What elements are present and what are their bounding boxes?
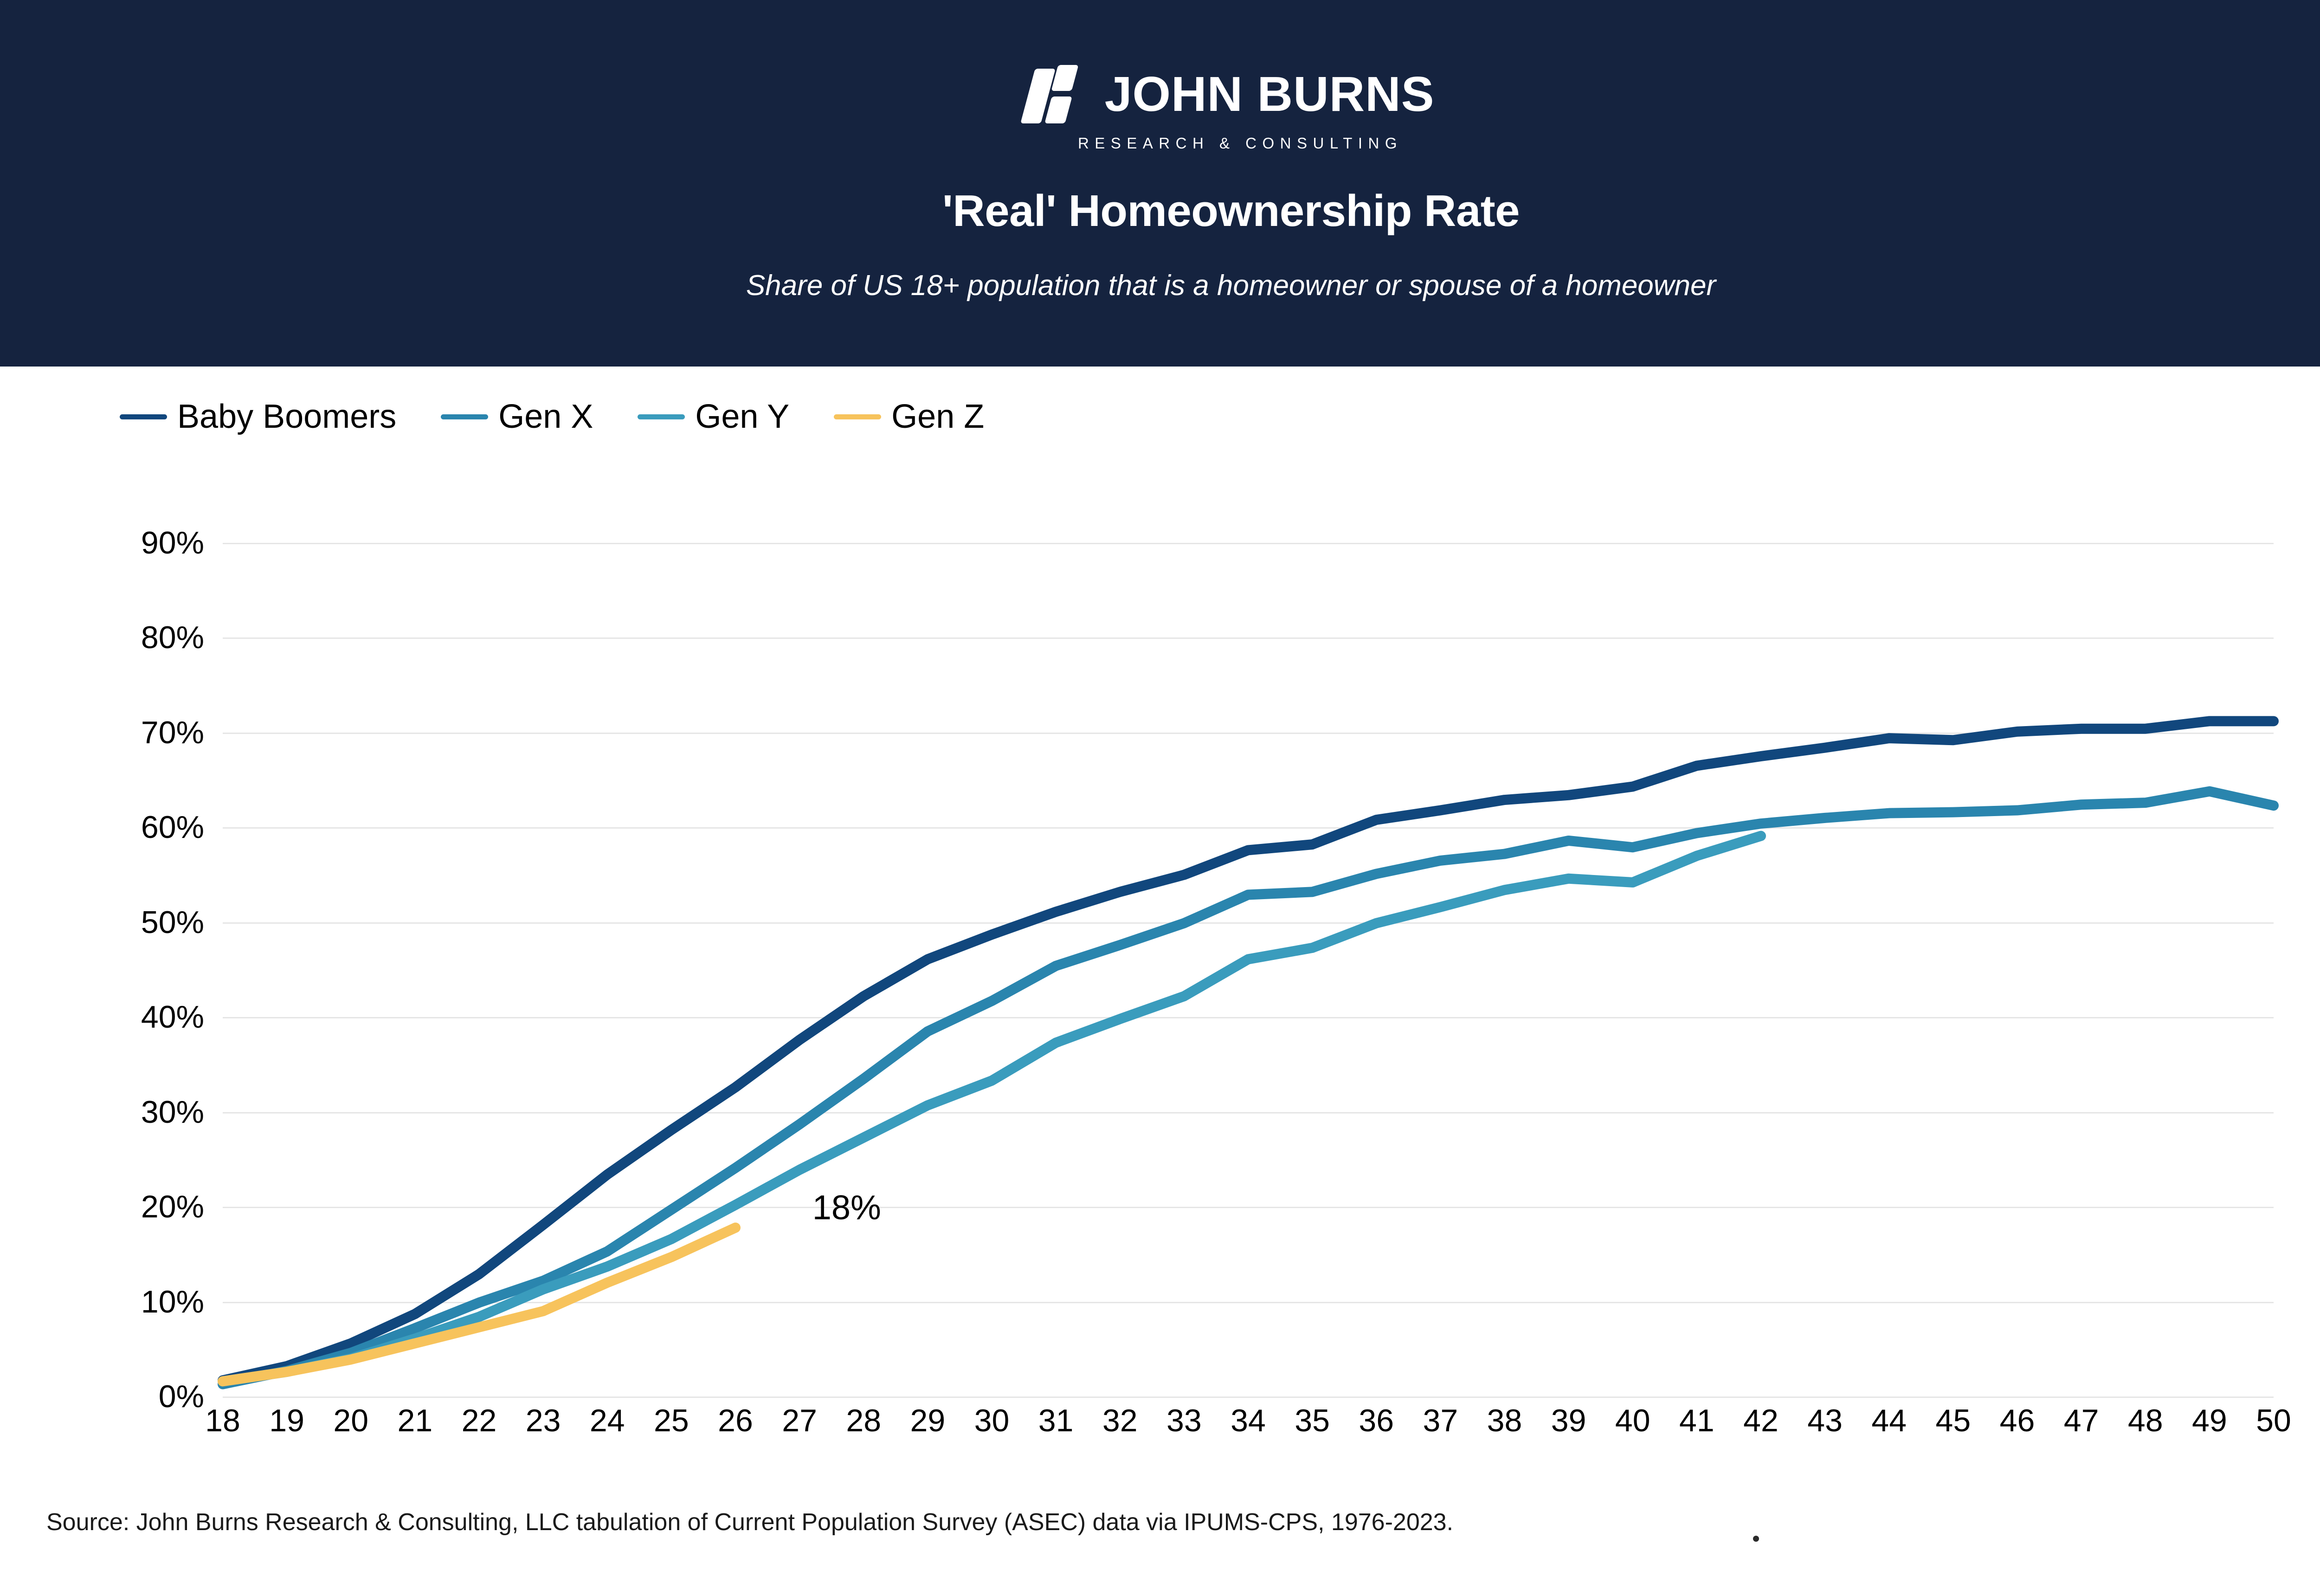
brand-logo: JOHN BURNS RESEARCH & CONSULTING [0, 65, 2320, 152]
x-axis-tick-label: 29 [910, 1403, 946, 1438]
legend-swatch-icon [638, 414, 685, 419]
gridline [223, 1396, 2274, 1398]
y-axis-labels: 0% 10% 20% 30% 40% 50% 60% 70% 80% 90% [74, 527, 204, 1412]
gridline [223, 1301, 2274, 1303]
x-axis-tick-label: 22 [461, 1403, 497, 1438]
chart-container: 0% 10% 20% 30% 40% 50% 60% 70% 80% 90% 18% 18 19 20… [0, 455, 2320, 1443]
line-series-gen-y [218, 830, 1766, 1387]
gridline [223, 922, 2274, 924]
plot-area: 18% [218, 543, 2279, 1398]
x-axis-tick-label: 43 [1807, 1403, 1843, 1438]
x-axis-tick-label: 46 [1999, 1403, 2035, 1438]
x-axis-tick-label: 23 [525, 1403, 561, 1438]
line-series-gen-x [218, 786, 2279, 1390]
gridline [223, 637, 2274, 639]
x-axis-tick-label: 25 [654, 1403, 689, 1438]
page-subtitle: Share of US 18+ population that is a hom… [746, 270, 1716, 302]
x-axis-tick-label: 21 [397, 1403, 433, 1438]
x-axis-tick-label: 47 [2063, 1403, 2099, 1438]
legend-item-gen-z[interactable]: Gen Z [834, 400, 984, 433]
x-axis-tick-label: 33 [1166, 1403, 1202, 1438]
gridline [223, 1207, 2274, 1209]
x-axis-tick-label: 41 [1679, 1403, 1714, 1438]
legend-label: Gen X [498, 398, 593, 435]
legend-label: Gen Y [695, 398, 790, 435]
y-axis-tick-label: 90% [141, 525, 204, 560]
x-axis-tick-label: 26 [718, 1403, 753, 1438]
legend-item-gen-x[interactable]: Gen X [441, 400, 593, 433]
x-axis-tick-label: 27 [782, 1403, 817, 1438]
page-title: 'Real' Homeownership Rate [942, 186, 1520, 236]
x-axis-tick-label: 44 [1871, 1403, 1907, 1438]
x-axis-tick-label: 35 [1295, 1403, 1330, 1438]
line-series-baby-boomers [218, 716, 2279, 1386]
data-label-annotation: 18% [812, 1188, 881, 1227]
x-axis-tick-label: 28 [846, 1403, 882, 1438]
gridline [223, 1112, 2274, 1113]
y-axis-tick-label: 50% [141, 904, 204, 940]
x-axis-tick-label: 24 [589, 1403, 625, 1438]
y-axis-tick-label: 40% [141, 999, 204, 1035]
x-axis-tick-label: 48 [2127, 1403, 2163, 1438]
x-axis-tick-label: 40 [1615, 1403, 1650, 1438]
x-axis-tick-label: 38 [1487, 1403, 1522, 1438]
x-axis-labels: 18 19 20 21 22 23 24 25 26 27 28 29 30 31 32 33 34 35 36 37… [205, 1403, 2291, 1456]
legend-item-baby-boomers[interactable]: Baby Boomers [120, 400, 396, 433]
y-axis-tick-label: 60% [141, 810, 204, 845]
legend-swatch-icon [120, 414, 167, 419]
header-banner: JOHN BURNS RESEARCH & CONSULTING 'Real' … [0, 0, 2320, 367]
gridline [223, 732, 2274, 734]
logo-shape-bottom-right [1044, 97, 1072, 123]
legend-swatch-icon [834, 414, 882, 419]
logo-wordmark: JOHN BURNS [1104, 67, 1435, 122]
logo-row: JOHN BURNS [1020, 65, 1435, 123]
legend-label: Baby Boomers [177, 398, 397, 435]
y-axis-tick-label: 30% [141, 1094, 204, 1130]
x-axis-tick-label: 39 [1551, 1403, 1586, 1438]
source-note: Source: John Burns Research & Consulting… [46, 1509, 1454, 1536]
gridline [223, 1017, 2274, 1019]
x-axis-tick-label: 20 [333, 1403, 369, 1438]
gridline [223, 543, 2274, 544]
x-axis-tick-label: 32 [1102, 1403, 1138, 1438]
line-series-gen-z [218, 1223, 741, 1387]
logo-tagline: RESEARCH & CONSULTING [1077, 135, 1403, 152]
x-axis-tick-label: 50 [2256, 1403, 2291, 1438]
x-axis-tick-label: 49 [2192, 1403, 2227, 1438]
chart-legend: Baby Boomers Gen X Gen Y Gen Z [120, 400, 1029, 433]
x-axis-tick-label: 37 [1423, 1403, 1458, 1438]
legend-label: Gen Z [891, 398, 985, 435]
x-axis-tick-label: 34 [1231, 1403, 1266, 1438]
legend-swatch-icon [441, 414, 489, 419]
x-axis-tick-label: 45 [1935, 1403, 1971, 1438]
x-axis-tick-label: 42 [1743, 1403, 1779, 1438]
x-axis-tick-label: 30 [974, 1403, 1010, 1438]
logo-shape-top-right [1051, 65, 1079, 91]
legend-item-gen-y[interactable]: Gen Y [638, 400, 789, 433]
y-axis-tick-label: 80% [141, 620, 204, 656]
john-burns-logo-icon [1020, 65, 1089, 123]
x-axis-tick-label: 31 [1038, 1403, 1074, 1438]
y-axis-tick-label: 10% [141, 1284, 204, 1319]
y-axis-tick-label: 0% [158, 1379, 204, 1414]
y-axis-tick-label: 70% [141, 714, 204, 750]
x-axis-tick-label: 19 [269, 1403, 304, 1438]
footer-dot [1753, 1536, 1759, 1542]
x-axis-tick-label: 18 [205, 1403, 240, 1438]
gridline [223, 827, 2274, 829]
series-lines [218, 716, 2279, 1390]
x-axis-tick-label: 36 [1359, 1403, 1394, 1438]
y-axis-tick-label: 20% [141, 1189, 204, 1225]
